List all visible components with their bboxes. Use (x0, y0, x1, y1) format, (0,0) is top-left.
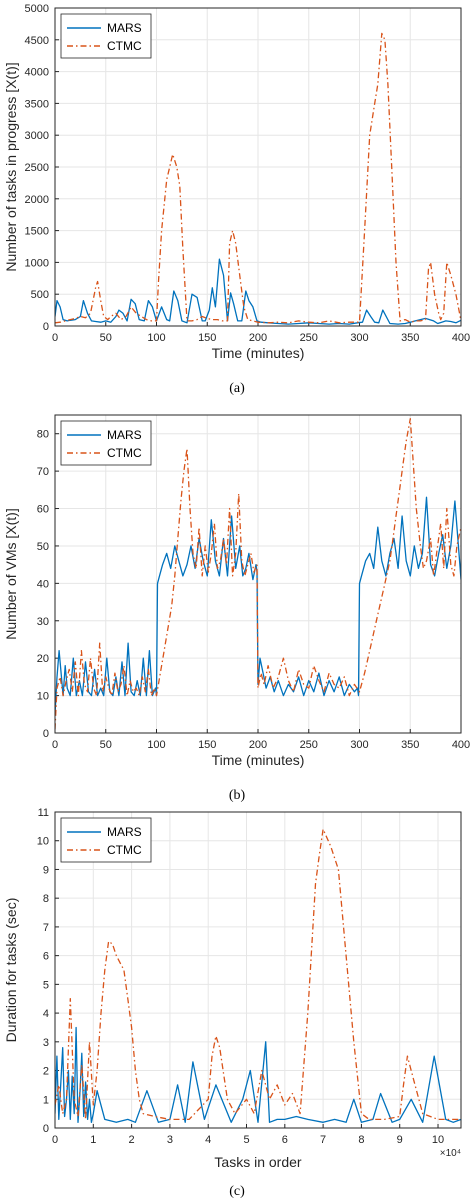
legend-label-mars: MARS (107, 428, 142, 442)
y-tick-label: 3500 (25, 98, 49, 110)
panel-caption: (c) (229, 1184, 245, 1199)
series-line-ctmc (55, 32, 461, 324)
y-tick-label: 500 (31, 289, 49, 301)
y-tick-label: 30 (37, 616, 49, 628)
y-tick-label: 40 (37, 578, 49, 590)
y-tick-label: 0 (43, 1123, 49, 1135)
y-axis-label: Number of VMs [X(t)] (3, 508, 19, 639)
legend-label-ctmc: CTMC (107, 843, 142, 857)
x-tick-label: 300 (350, 332, 368, 344)
x-tick-label: 400 (452, 332, 470, 344)
y-tick-label: 80 (37, 429, 49, 441)
panel-caption: (b) (229, 788, 246, 803)
x-tick-label: 250 (300, 332, 318, 344)
series-line-ctmc (55, 418, 461, 730)
legend-label-ctmc: CTMC (107, 39, 142, 53)
y-tick-label: 8 (43, 893, 49, 905)
y-tick-label: 50 (37, 541, 49, 553)
y-tick-label: 0 (43, 321, 49, 333)
y-tick-label: 7 (43, 922, 49, 934)
legend-box (60, 817, 152, 863)
x-axis-label: Time (minutes) (212, 752, 305, 768)
chart-panel-1: 0 50 100 150 200 250 300 350 4000500100015002000… (3, 3, 470, 396)
x-tick-label: 150 (198, 739, 216, 751)
y-tick-label: 10 (37, 836, 49, 848)
chart-panel-3: 0 1 2 3 4 5 6 7 8 9 10 0 1 2 3 4 5 6 7 8 9 10 11 MARS CTMC Tasks … (3, 807, 462, 1199)
axes-box (54, 414, 462, 734)
y-tick-label: 9 (43, 864, 49, 876)
legend-label-ctmc: CTMC (107, 446, 142, 460)
legend: MARS CTMC (60, 817, 152, 863)
y-tick-label: 2 (43, 1066, 49, 1078)
legend: MARS CTMC (60, 13, 152, 59)
x-tick-label: 0 (52, 739, 58, 751)
y-tick-label: 6 (43, 951, 49, 963)
x-tick-label: 0 (52, 332, 58, 344)
x-tick-label: 300 (350, 739, 368, 751)
y-tick-label: 11 (38, 807, 49, 819)
y-tick-label: 10 (37, 691, 49, 703)
y-tick-label: 20 (37, 653, 49, 665)
x-tick-label: 150 (198, 332, 216, 344)
y-tick-label: 5 (43, 979, 49, 991)
series-line-mars (55, 496, 461, 715)
y-axis-label: Duration for tasks (sec) (3, 898, 19, 1043)
x-tick-label: 400 (452, 739, 470, 751)
y-tick-label: 4500 (25, 35, 49, 47)
plot-area (55, 812, 461, 1128)
legend-label-mars: MARS (107, 825, 142, 839)
x-tick-label: 350 (401, 739, 419, 751)
x-tick-label: 350 (401, 332, 419, 344)
x-tick-label: 10 (432, 1134, 444, 1146)
x-axis-label: Time (minutes) (212, 345, 305, 361)
x-tick-label: 100 (147, 739, 165, 751)
x-tick-label: 100 (147, 332, 165, 344)
y-tick-label: 4 (43, 1008, 49, 1020)
axes-box (54, 7, 462, 327)
legend-box (60, 13, 152, 59)
x-axis-label: Tasks in order (214, 1154, 301, 1170)
x-tick-label: 7 (320, 1134, 326, 1146)
x-tick-label: 8 (358, 1134, 364, 1146)
series-line-mars (55, 1026, 461, 1123)
y-tick-label: 2000 (25, 194, 49, 206)
panel-caption: (a) (229, 381, 245, 396)
x-tick-label: 3 (167, 1134, 173, 1146)
y-tick-label: 60 (37, 504, 49, 516)
x-tick-label: 5 (243, 1134, 249, 1146)
x-tick-label: 200 (249, 739, 267, 751)
x-tick-label: 2 (129, 1134, 135, 1146)
y-tick-label: 70 (37, 466, 49, 478)
axes-box (54, 811, 462, 1129)
y-axis-label: Number of tasks in progress [X(t)] (3, 62, 19, 271)
legend-box (60, 420, 152, 466)
series-line-ctmc (55, 828, 461, 1121)
y-tick-label: 5000 (25, 3, 49, 15)
x-tick-label: 0 (52, 1134, 58, 1146)
x-tick-label: 1 (90, 1134, 96, 1146)
x-tick-label: 50 (100, 739, 112, 751)
legend-label-mars: MARS (107, 21, 142, 35)
y-tick-label: 2500 (25, 162, 49, 174)
y-tick-label: 1000 (25, 257, 49, 269)
y-tick-label: 1 (43, 1094, 49, 1106)
x-tick-label: 200 (249, 332, 267, 344)
y-tick-label: 1500 (25, 226, 49, 238)
y-tick-label: 3 (43, 1037, 49, 1049)
legend: MARS CTMC (60, 420, 152, 466)
y-tick-label: 4000 (25, 67, 49, 79)
x-tick-label: 4 (205, 1134, 211, 1146)
x-tick-label: 250 (300, 739, 318, 751)
x-tick-label: 6 (282, 1134, 288, 1146)
y-tick-label: 3000 (25, 130, 49, 142)
chart-panel-2: 0 50 100 150 200 250 300 350 400 0 10 20 30 40 50 60 70 8… (3, 414, 470, 803)
y-tick-label: 0 (43, 728, 49, 740)
x-tick-label: 9 (397, 1134, 403, 1146)
x-tick-label: 50 (100, 332, 112, 344)
x-axis-multiplier: ×10⁴ (440, 1148, 461, 1159)
series-line-mars (55, 258, 461, 325)
